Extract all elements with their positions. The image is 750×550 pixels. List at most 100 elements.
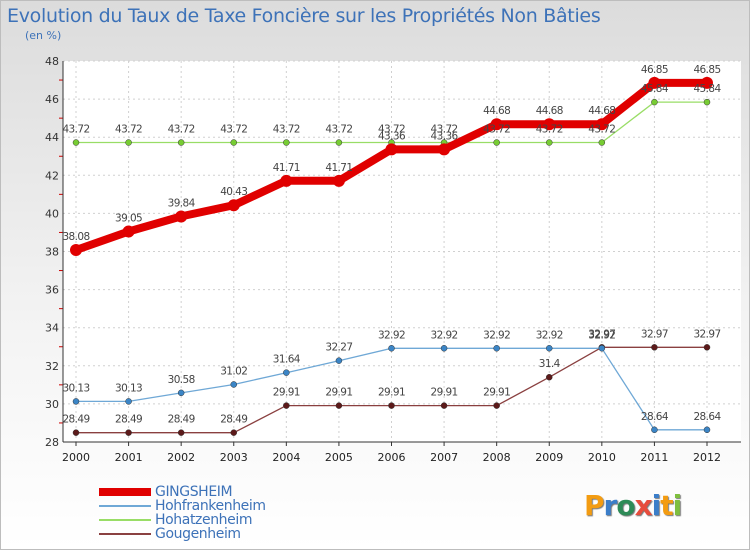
data-label: 32.97 xyxy=(641,328,668,340)
data-label: 32.97 xyxy=(588,328,615,340)
data-label: 32.92 xyxy=(483,329,510,341)
legend-label: Hohatzenheim xyxy=(155,512,253,528)
data-label: 32.92 xyxy=(378,329,405,341)
logo-letter: x xyxy=(634,489,653,522)
x-tick-label: 2003 xyxy=(220,451,248,464)
logo-letter: o xyxy=(616,489,635,522)
y-tick-label: 28 xyxy=(45,436,59,449)
data-point xyxy=(440,402,448,409)
data-point xyxy=(283,369,290,376)
data-point xyxy=(703,344,711,351)
data-point xyxy=(283,402,290,409)
data-point xyxy=(546,345,553,352)
data-label: 43.72 xyxy=(536,124,563,136)
data-point xyxy=(388,402,395,409)
logo-letter: r xyxy=(603,489,618,522)
data-label: 31.02 xyxy=(220,365,247,377)
data-label: 28.64 xyxy=(641,411,669,423)
data-label: 44.68 xyxy=(536,105,563,117)
x-tick-label: 2000 xyxy=(62,451,90,464)
data-label: 31.64 xyxy=(273,354,301,366)
data-label: 32.27 xyxy=(325,342,352,354)
logo-letter: i xyxy=(672,489,683,522)
x-tick-label: 2010 xyxy=(588,451,616,464)
data-label: 43.72 xyxy=(273,124,300,136)
data-point xyxy=(230,139,237,146)
data-label: 40.43 xyxy=(220,186,247,198)
data-label: 30.13 xyxy=(115,382,142,394)
data-label: 43.72 xyxy=(115,124,142,136)
data-label: 43.36 xyxy=(431,130,459,142)
data-point xyxy=(385,143,398,156)
y-tick-label: 48 xyxy=(45,55,59,68)
data-label: 43.72 xyxy=(588,124,615,136)
data-label: 28.49 xyxy=(220,414,247,426)
data-point xyxy=(177,429,185,436)
axis-layer: 28 30 32 34 36 38 40 42 44 46 48 2000 2001 2002 2003 20… xyxy=(45,55,741,464)
data-label: 46.85 xyxy=(693,64,720,76)
x-tick-label: 2008 xyxy=(483,451,511,464)
data-point xyxy=(703,426,711,434)
data-label: 43.72 xyxy=(220,124,247,136)
y-tick-label: 34 xyxy=(45,322,59,335)
data-point xyxy=(388,345,395,352)
data-point xyxy=(595,118,608,131)
data-point xyxy=(701,76,713,89)
data-label: 32.97 xyxy=(693,328,720,340)
legend-swatch xyxy=(99,488,151,496)
series-layer xyxy=(70,76,713,436)
legend-label: Hohfrankenheim xyxy=(155,498,266,514)
data-point xyxy=(125,398,132,405)
grid-layer xyxy=(63,60,741,443)
y-tick-label: 36 xyxy=(45,284,59,297)
data-point xyxy=(651,344,658,351)
logo-letter: i xyxy=(651,489,662,522)
y-tick-label: 42 xyxy=(45,169,59,182)
data-point xyxy=(72,398,80,405)
data-point xyxy=(546,373,553,381)
data-label: 41.71 xyxy=(273,162,300,174)
data-label: 28.49 xyxy=(168,414,195,426)
x-tick-label: 2007 xyxy=(430,451,458,464)
data-point xyxy=(438,143,451,156)
data-point xyxy=(122,225,135,238)
data-label: 43.72 xyxy=(431,124,458,136)
data-label: 41.71 xyxy=(325,162,352,174)
data-point xyxy=(335,402,343,409)
data-label: 45.84 xyxy=(641,83,669,95)
y-tick-label: 32 xyxy=(45,360,59,373)
x-tick-label: 2001 xyxy=(115,451,143,464)
chart-title: Evolution du Taux de Taxe Foncière sur l… xyxy=(7,5,601,27)
y-tick-label: 40 xyxy=(45,207,59,220)
legend-label: GINGSHEIM xyxy=(155,484,233,500)
data-label: 43.72 xyxy=(325,124,352,136)
data-label: 32.92 xyxy=(536,329,563,341)
proxiti-logo: Proxiti xyxy=(584,489,683,522)
data-label: 29.91 xyxy=(378,387,405,399)
data-point xyxy=(230,381,237,388)
data-label: 43.72 xyxy=(168,124,195,136)
legend-label: Gougenheim xyxy=(155,526,241,542)
data-label: 29.91 xyxy=(483,387,510,399)
data-point xyxy=(651,426,658,434)
data-label: 43.72 xyxy=(378,124,405,136)
data-point xyxy=(493,402,500,409)
data-point xyxy=(177,139,185,146)
data-label: 29.91 xyxy=(273,387,300,399)
data-label: 43.36 xyxy=(378,130,406,142)
data-point xyxy=(72,139,80,146)
x-tick-label: 2005 xyxy=(325,451,353,464)
data-label: 43.72 xyxy=(62,124,89,136)
data-point xyxy=(546,139,553,146)
data-label: 46.85 xyxy=(641,64,668,76)
y-tick-label: 44 xyxy=(45,131,59,144)
data-label: 28.49 xyxy=(115,414,142,426)
data-point xyxy=(125,429,132,436)
y-tick-label: 38 xyxy=(45,246,59,259)
data-point xyxy=(598,139,606,146)
data-point xyxy=(493,139,500,146)
data-label: 29.91 xyxy=(325,387,352,399)
data-point xyxy=(490,118,503,131)
logo-letter: t xyxy=(660,489,673,522)
data-label: 32.92 xyxy=(431,329,458,341)
